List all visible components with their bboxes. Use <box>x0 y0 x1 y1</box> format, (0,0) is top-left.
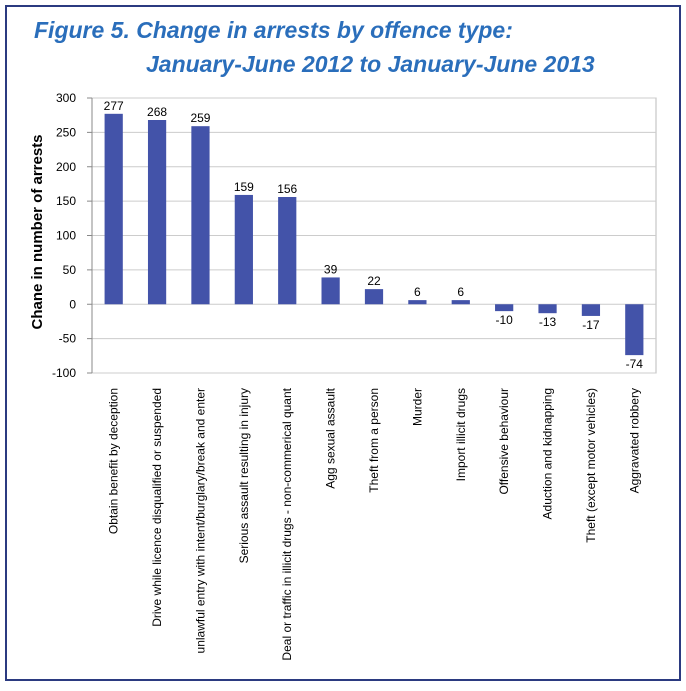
x-tick-label: Import illicit drugs <box>454 388 468 481</box>
bar <box>451 300 470 305</box>
y-axis-label: Chane in number of arrests <box>29 134 46 329</box>
x-tick-label: unlawful entry with intent/burglary/brea… <box>193 388 207 653</box>
y-tick-label: 250 <box>56 125 76 139</box>
x-tick-label: Agg sexual assault <box>324 387 338 488</box>
bar <box>495 304 514 312</box>
x-tick-label: Obtain benefit by deception <box>107 388 121 534</box>
data-label: 156 <box>277 182 297 196</box>
bar <box>104 113 123 305</box>
bar <box>191 126 210 305</box>
data-label: 6 <box>414 285 421 299</box>
data-label: 39 <box>324 262 338 276</box>
frame <box>5 5 681 681</box>
data-label: -13 <box>539 315 557 329</box>
bar <box>625 304 644 356</box>
data-label: 6 <box>457 285 464 299</box>
bar <box>408 300 427 305</box>
y-tick-label: 100 <box>56 229 76 243</box>
x-tick-label: Aggravated robbery <box>627 388 641 493</box>
bar <box>538 304 557 314</box>
data-label: -10 <box>495 313 513 327</box>
chart-title: Figure 5. Change in arrests by offence t… <box>34 17 513 43</box>
data-label: 277 <box>104 99 124 113</box>
x-tick-label: Drive while licence disqualified or susp… <box>150 388 164 627</box>
bar <box>278 197 297 305</box>
bar <box>147 120 167 305</box>
y-tick-label: 200 <box>56 160 76 174</box>
bar <box>364 289 384 305</box>
data-label: 22 <box>367 274 381 288</box>
y-tick-label: -100 <box>52 366 76 380</box>
data-label: -17 <box>582 318 600 332</box>
data-label: 159 <box>234 180 254 194</box>
data-label: 268 <box>147 105 167 119</box>
data-label: -74 <box>626 357 644 371</box>
x-tick-label: Deal or traffic in illicit drugs - non-c… <box>280 387 294 660</box>
x-tick-label: Serious assault resulting in injury <box>237 388 251 563</box>
bar <box>321 277 340 305</box>
x-tick-label: Theft (except motor vehicles) <box>584 388 598 543</box>
y-tick-label: 150 <box>56 194 76 208</box>
data-label: 259 <box>190 111 210 125</box>
x-tick-label: Theft from a person <box>367 388 381 493</box>
y-tick-label: -50 <box>59 332 77 346</box>
bar <box>234 194 253 305</box>
chart-title: January-June 2012 to January-June 2013 <box>146 51 595 77</box>
y-tick-label: 50 <box>63 263 77 277</box>
y-tick-label: 300 <box>56 91 76 105</box>
x-tick-label: Offensive behaviour <box>497 388 511 495</box>
y-tick-label: 0 <box>69 297 76 311</box>
x-tick-label: Murder <box>410 388 424 426</box>
x-tick-label: Aduction and kidnapping <box>541 388 555 519</box>
bar <box>581 304 601 316</box>
